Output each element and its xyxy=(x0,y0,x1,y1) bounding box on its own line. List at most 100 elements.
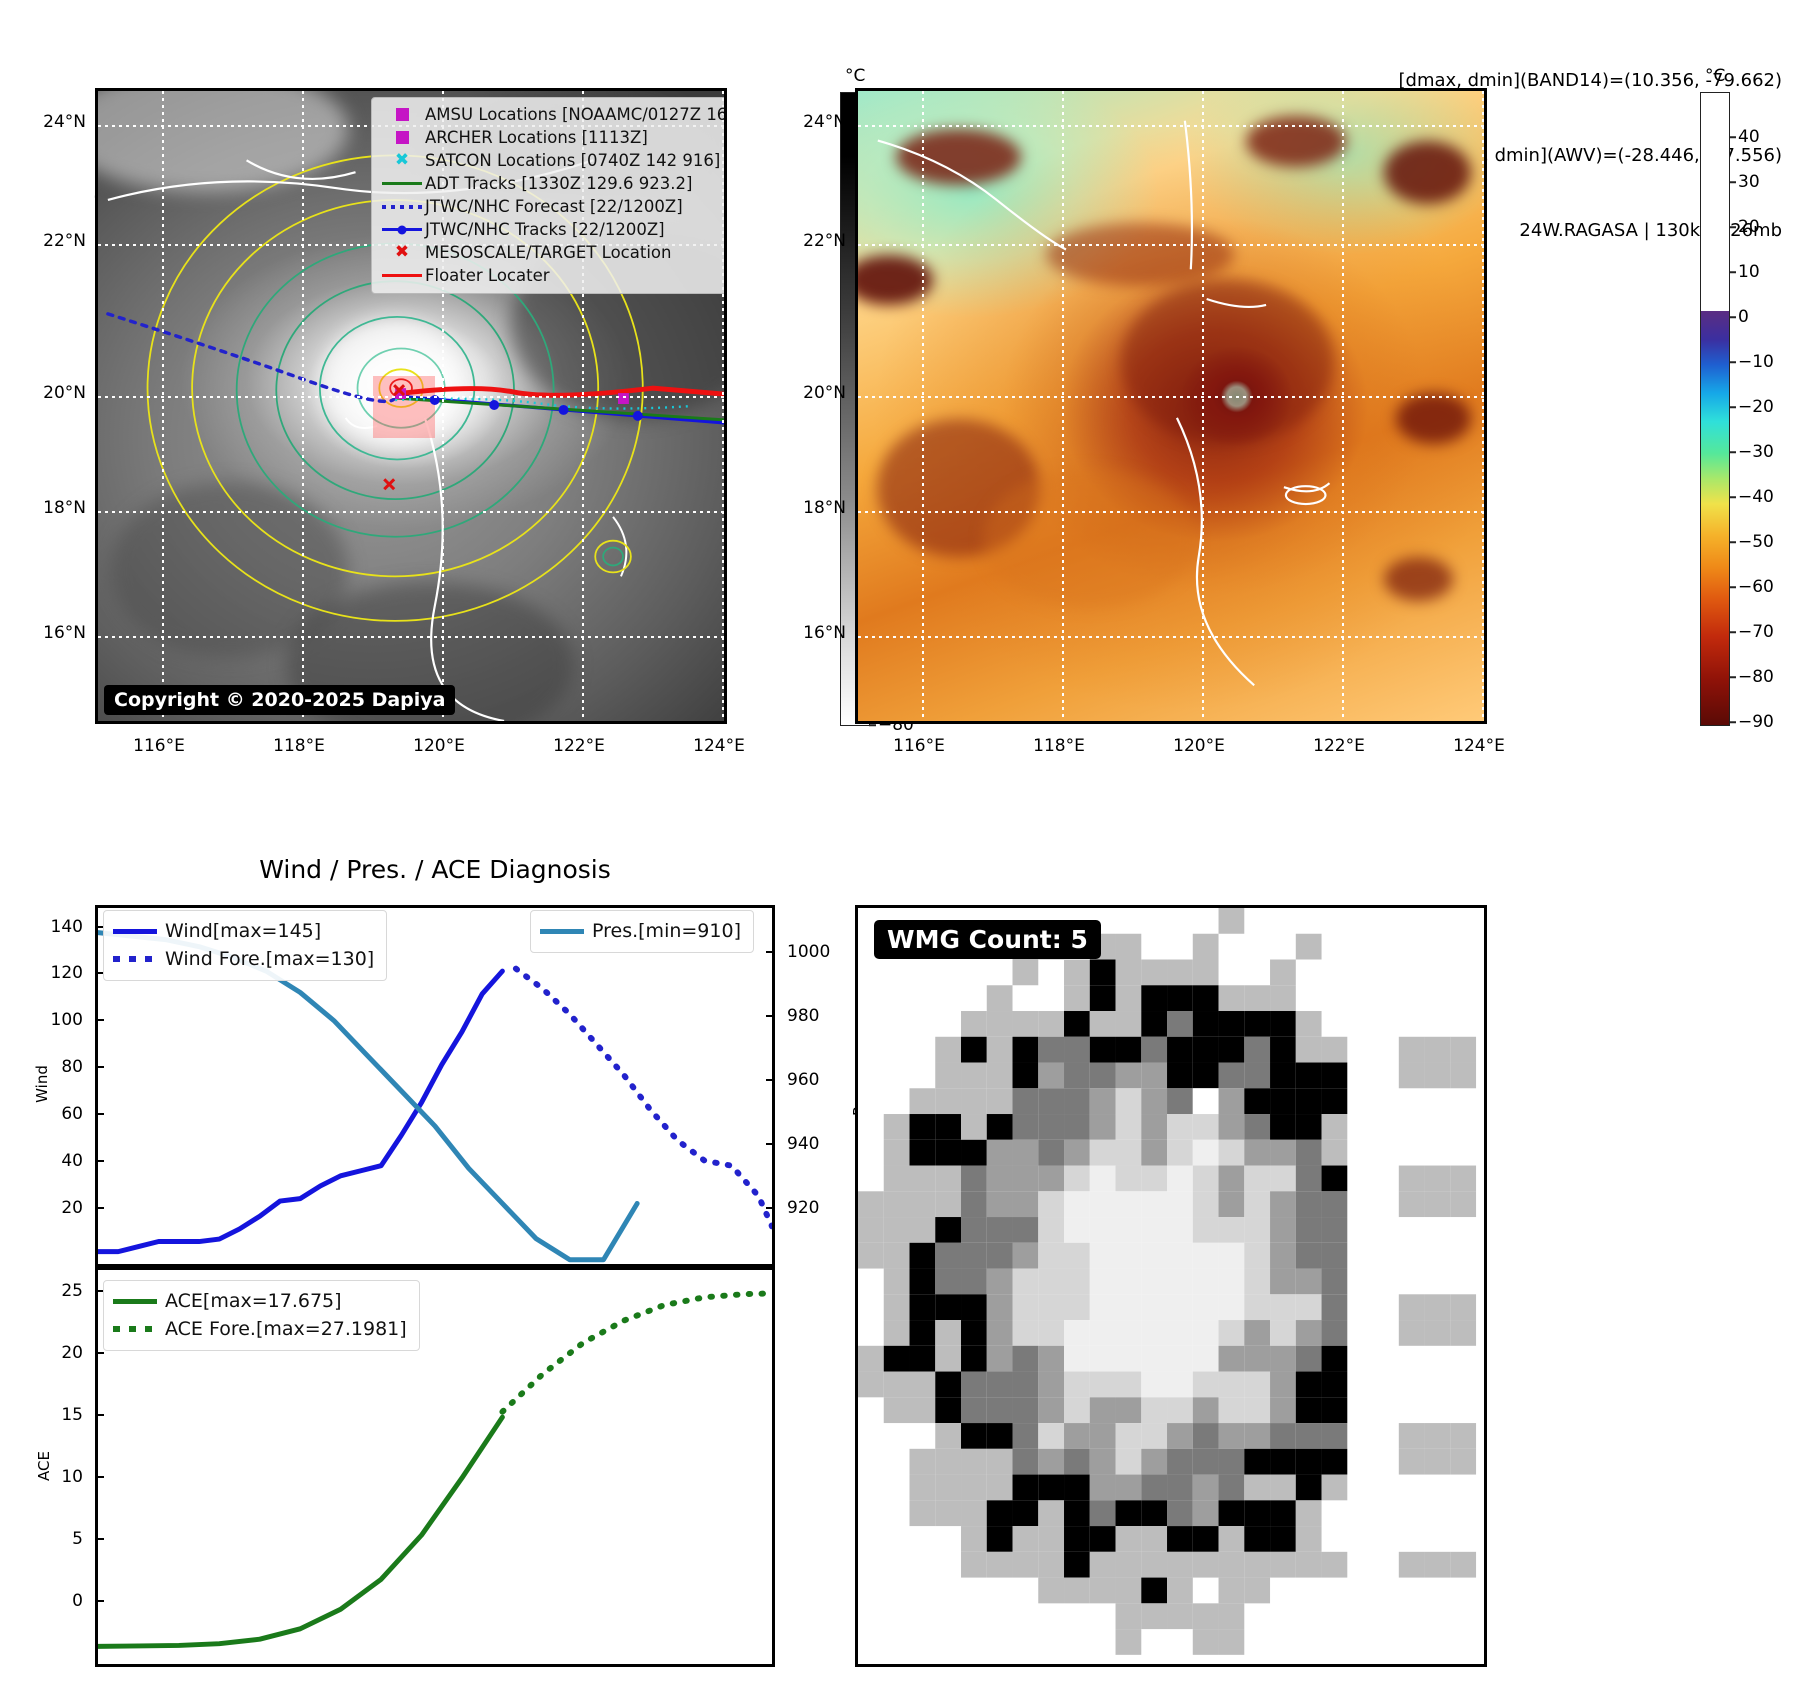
coastline-overlay xyxy=(877,120,1331,687)
pres-tick-960: 960 xyxy=(787,1070,820,1090)
x-marker-icon: ✖ xyxy=(394,242,410,262)
lat-tick: 20°N xyxy=(43,383,86,403)
legend-item-amsu: AMSU Locations [NOAAMC/0127Z 163 901] xyxy=(379,103,727,126)
x-marker-icon: ✖ xyxy=(394,150,410,170)
lat-tick: 24°N xyxy=(43,112,86,132)
line-with-dot-icon xyxy=(379,225,425,234)
dotted-line-icon xyxy=(379,204,425,209)
lon-tick: 120°E xyxy=(413,736,465,756)
colorbar-right-unit: °C xyxy=(1705,66,1726,86)
wind-tick-60: 60 xyxy=(61,1104,83,1124)
cb-tick: −30 xyxy=(1738,442,1774,462)
wind-tick-140: 140 xyxy=(50,917,83,937)
colorbar-right: 40 30 20 10 0 −10 −20 −30 −40 −50 −60 −7… xyxy=(1700,92,1774,732)
lon-tick: 118°E xyxy=(273,736,325,756)
wind-axis-label: Wind xyxy=(32,1065,51,1103)
lat-tick: 16°N xyxy=(43,623,86,643)
wind-legend: Wind[max=145] Wind Fore.[max=130] xyxy=(103,910,388,981)
ace-plot xyxy=(98,1290,772,1649)
lon-tick: 122°E xyxy=(1313,736,1365,756)
legend-label: Wind[max=145] xyxy=(165,920,322,942)
ace-tick-5: 5 xyxy=(72,1529,83,1549)
legend-label: AMSU Locations [NOAAMC/0127Z 163 901] xyxy=(425,105,727,124)
lat-tick: 16°N xyxy=(803,623,846,643)
lat-tick: 20°N xyxy=(803,383,846,403)
dotted-line-icon xyxy=(113,1326,165,1332)
lat-tick: 18°N xyxy=(803,498,846,518)
cb-tick: −10 xyxy=(1738,352,1774,372)
ace-axis-label: ACE xyxy=(34,1451,53,1481)
wind-tick-20: 20 xyxy=(61,1198,83,1218)
wind-tick-120: 120 xyxy=(50,963,83,983)
lon-tick: 124°E xyxy=(693,736,745,756)
lon-tick: 124°E xyxy=(1453,736,1505,756)
wind-tick-80: 80 xyxy=(61,1057,83,1077)
legend-item-satcon: ✖ SATCON Locations [0740Z 142 916] xyxy=(379,149,724,172)
legend-item-archer: ARCHER Locations [1113Z] xyxy=(379,126,724,149)
solid-line-icon xyxy=(113,1298,165,1304)
legend-item-floater: Floater Locater xyxy=(379,264,724,287)
legend-label: JTWC/NHC Forecast [22/1200Z] xyxy=(425,197,683,216)
cb-tick: 30 xyxy=(1738,172,1760,192)
bd-enhanced-map[interactable] xyxy=(855,88,1487,724)
cb-tick: −40 xyxy=(1738,487,1774,507)
pressure-legend: Pres.[min=910] xyxy=(530,910,754,953)
bd-imagery xyxy=(858,91,1484,721)
lon-tick: 118°E xyxy=(1033,736,1085,756)
legend-label: SATCON Locations [0740Z 142 916] xyxy=(425,151,721,170)
colorbar-left-unit: °C xyxy=(845,66,866,86)
legend-label: ACE Fore.[max=27.1981] xyxy=(165,1318,407,1340)
lat-tick: 22°N xyxy=(803,231,846,251)
solid-line-icon xyxy=(379,274,425,277)
cb-tick: 0 xyxy=(1738,307,1749,327)
legend-item-pressure: Pres.[min=910] xyxy=(540,917,741,945)
cb-tick: −20 xyxy=(1738,397,1774,417)
pres-tick-980: 980 xyxy=(787,1006,820,1026)
ace-tick-25: 25 xyxy=(61,1281,83,1301)
pres-tick-940: 940 xyxy=(787,1134,820,1154)
legend-item-jtwc-forecast: JTWC/NHC Forecast [22/1200Z] xyxy=(379,195,724,218)
diagnosis-title: Wind / Pres. / ACE Diagnosis xyxy=(259,855,611,884)
storm-summary: 24W.RAGASA | 130kt, 926mb xyxy=(1519,220,1782,241)
solid-line-icon xyxy=(379,182,425,185)
solid-line-icon xyxy=(540,928,592,934)
lon-tick: 122°E xyxy=(553,736,605,756)
wind-tick-40: 40 xyxy=(61,1151,83,1171)
legend-item-ace: ACE[max=17.675] xyxy=(113,1287,407,1315)
pres-tick-1000: 1000 xyxy=(787,942,831,962)
legend-label: Pres.[min=910] xyxy=(592,920,741,942)
legend-item-jtwc-tracks: JTWC/NHC Tracks [22/1200Z] xyxy=(379,218,724,241)
map-legend: AMSU Locations [NOAAMC/0127Z 163 901] AR… xyxy=(371,97,727,294)
pres-tick-920: 920 xyxy=(787,1198,820,1218)
wmg-panel[interactable]: WMG Count: 5 xyxy=(855,905,1487,1667)
legend-item-ace-forecast: ACE Fore.[max=27.1981] xyxy=(113,1315,407,1343)
cb-tick: −90 xyxy=(1738,712,1774,732)
legend-label: ARCHER Locations [1113Z] xyxy=(425,128,648,147)
lat-tick: 18°N xyxy=(43,498,86,518)
ace-tick-10: 10 xyxy=(61,1467,83,1487)
ir-grayscale-map[interactable]: AMSU Locations [NOAAMC/0127Z 163 901] AR… xyxy=(95,88,727,724)
copyright-notice: Copyright © 2020-2025 Dapiya xyxy=(104,685,456,715)
wmg-cloud-cluster xyxy=(858,908,1477,1655)
ace-tick-0: 0 xyxy=(72,1591,83,1611)
legend-label: ACE[max=17.675] xyxy=(165,1290,342,1312)
wind-tick-100: 100 xyxy=(50,1010,83,1030)
legend-item-adt: ADT Tracks [1330Z 129.6 923.2] xyxy=(379,172,724,195)
dotted-line-icon xyxy=(113,956,165,962)
legend-label: ADT Tracks [1330Z 129.6 923.2] xyxy=(425,174,693,193)
lon-tick: 120°E xyxy=(1173,736,1225,756)
ace-tick-15: 15 xyxy=(61,1405,83,1425)
wmg-count-badge: WMG Count: 5 xyxy=(874,920,1101,959)
cb-tick: −70 xyxy=(1738,622,1774,642)
ace-legend: ACE[max=17.675] ACE Fore.[max=27.1981] xyxy=(103,1280,420,1351)
legend-label: JTWC/NHC Tracks [22/1200Z] xyxy=(425,220,665,239)
dmax-dmin-band14: [dmax, dmin](BAND14)=(10.356, -79.662) xyxy=(1398,70,1782,91)
cb-tick: −60 xyxy=(1738,577,1774,597)
cb-tick: 20 xyxy=(1738,217,1760,237)
lat-tick: 24°N xyxy=(803,112,846,132)
lon-tick: 116°E xyxy=(133,736,185,756)
legend-item-mesoscale: ✖ MESOSCALE/TARGET Location xyxy=(379,241,724,264)
legend-label: MESOSCALE/TARGET Location xyxy=(425,243,672,262)
ace-tick-20: 20 xyxy=(61,1343,83,1363)
